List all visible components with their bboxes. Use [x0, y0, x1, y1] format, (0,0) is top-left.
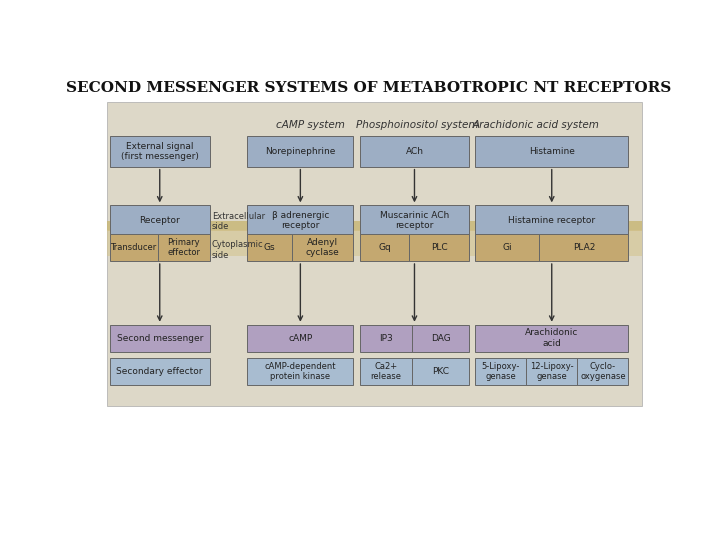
Text: cAMP: cAMP	[288, 334, 312, 343]
Bar	[360, 234, 409, 261]
Bar	[109, 234, 158, 261]
Text: Phosphoinositol system: Phosphoinositol system	[356, 120, 479, 130]
Text: Gq: Gq	[378, 243, 391, 252]
Bar	[409, 234, 469, 261]
Bar	[109, 136, 210, 167]
Text: IP3: IP3	[379, 334, 393, 343]
Text: Gs: Gs	[264, 243, 276, 252]
Bar	[475, 205, 629, 235]
Bar	[475, 136, 629, 167]
Text: Histamine receptor: Histamine receptor	[508, 216, 595, 225]
Text: Primary
effector: Primary effector	[167, 238, 200, 257]
Bar	[109, 325, 210, 352]
Text: 12-Lipoxy-
genase: 12-Lipoxy- genase	[530, 362, 574, 381]
Bar	[292, 234, 354, 261]
Bar	[413, 358, 469, 385]
Bar	[248, 325, 354, 352]
Text: PLC: PLC	[431, 243, 447, 252]
Bar	[107, 230, 642, 256]
Bar	[248, 205, 354, 235]
Bar	[248, 234, 292, 261]
Text: Secondary effector: Secondary effector	[117, 367, 203, 376]
Text: β adrenergic
receptor: β adrenergic receptor	[271, 211, 329, 230]
Bar	[107, 221, 642, 231]
Text: Norepinephrine: Norepinephrine	[265, 147, 336, 156]
Text: PKC: PKC	[432, 367, 449, 376]
Bar	[360, 358, 413, 385]
Bar	[413, 325, 469, 352]
Text: Gi: Gi	[503, 243, 512, 252]
Text: Ca2+
release: Ca2+ release	[371, 362, 402, 381]
Text: Muscarinic ACh
receptor: Muscarinic ACh receptor	[380, 211, 449, 230]
Text: Arachidonic acid system: Arachidonic acid system	[473, 120, 600, 130]
Text: cAMP system: cAMP system	[276, 120, 345, 130]
Bar	[475, 325, 629, 352]
Text: External signal
(first messenger): External signal (first messenger)	[121, 142, 199, 161]
Text: Second messenger: Second messenger	[117, 334, 203, 343]
Text: Arachidonic
acid: Arachidonic acid	[525, 328, 578, 348]
Bar	[360, 325, 413, 352]
Bar	[360, 205, 469, 235]
Text: Transducer: Transducer	[110, 243, 157, 252]
Bar	[248, 358, 354, 385]
Bar	[526, 358, 577, 385]
Bar	[475, 358, 526, 385]
Text: 5-Lipoxy-
genase: 5-Lipoxy- genase	[482, 362, 520, 381]
Text: ACh: ACh	[405, 147, 423, 156]
Bar	[539, 234, 629, 261]
Bar	[248, 136, 354, 167]
Text: Cyclo-
oxygenase: Cyclo- oxygenase	[580, 362, 626, 381]
Text: Extracellular
side: Extracellular side	[212, 212, 265, 231]
Bar	[360, 136, 469, 167]
Text: Cytoplasmic
side: Cytoplasmic side	[212, 240, 264, 260]
Bar	[577, 358, 629, 385]
Bar	[109, 358, 210, 385]
Text: DAG: DAG	[431, 334, 451, 343]
Text: Receptor: Receptor	[140, 216, 180, 225]
Text: PLA2: PLA2	[573, 243, 595, 252]
Bar	[158, 234, 210, 261]
Text: Adenyl
cyclase: Adenyl cyclase	[306, 238, 340, 257]
Bar	[109, 205, 210, 235]
Text: cAMP-dependent
protein kinase: cAMP-dependent protein kinase	[265, 362, 336, 381]
Text: Histamine: Histamine	[528, 147, 575, 156]
Bar	[107, 102, 642, 406]
Bar	[475, 234, 539, 261]
Text: SECOND MESSENGER SYSTEMS OF METABOTROPIC NT RECEPTORS: SECOND MESSENGER SYSTEMS OF METABOTROPIC…	[66, 80, 672, 94]
